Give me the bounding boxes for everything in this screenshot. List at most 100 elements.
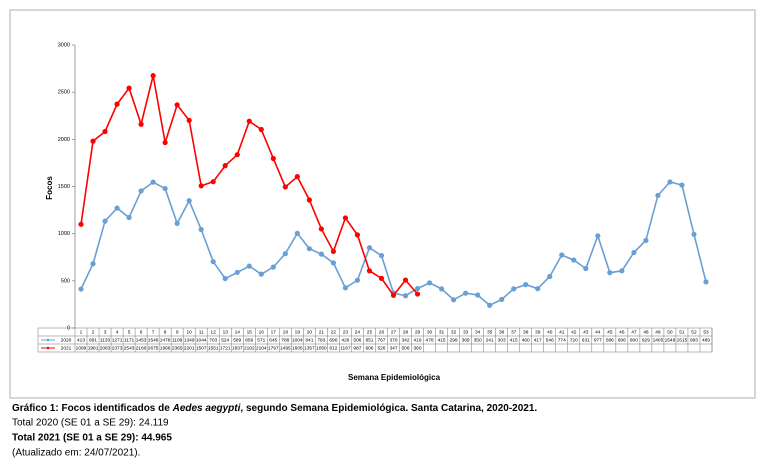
table-value: 1981 <box>88 345 99 351</box>
point <box>559 252 565 258</box>
table-value: 299 <box>450 337 458 343</box>
point <box>246 263 252 269</box>
updated: (Atualizado em: 24/07/2021). <box>12 448 140 459</box>
table-value: 1004 <box>292 337 303 343</box>
table-value: 987 <box>353 345 361 351</box>
table-value: 1721 <box>220 345 231 351</box>
x-tick-label: 26 <box>379 329 385 335</box>
point <box>366 245 373 251</box>
x-tick-label: 6 <box>140 329 143 335</box>
point <box>342 215 349 221</box>
point <box>162 185 168 192</box>
point <box>450 297 457 303</box>
point <box>547 273 553 280</box>
x-tick-label: 31 <box>439 329 445 335</box>
table-value: 606 <box>618 337 626 343</box>
point <box>282 184 288 190</box>
table-value: 703 <box>209 337 217 343</box>
caption-prefix: Gráfico 1: Focos identificados de <box>12 403 173 414</box>
point <box>102 218 108 224</box>
table-value: 1495 <box>280 345 291 351</box>
table-value: 993 <box>690 337 698 343</box>
caption: Gráfico 1: Focos identificados de Aedes … <box>12 403 537 414</box>
point <box>535 286 541 292</box>
legend-marker <box>46 346 50 350</box>
table-value: 720 <box>570 337 578 343</box>
table-value: 851 <box>365 337 373 343</box>
point <box>222 275 228 282</box>
x-tick-label: 37 <box>511 329 517 335</box>
point <box>78 286 84 292</box>
table-value: 1405 <box>653 337 664 343</box>
table-value: 645 <box>269 337 277 343</box>
point <box>294 230 300 236</box>
point <box>378 253 385 259</box>
table-value: 415 <box>438 337 446 343</box>
x-tick-label: 32 <box>451 329 457 335</box>
x-tick-label: 19 <box>295 329 301 335</box>
table-value: 2192 <box>244 345 255 351</box>
x-tick-label: 48 <box>643 329 649 335</box>
table-value: 841 <box>305 337 313 343</box>
point <box>258 271 264 277</box>
x-tick-label: 47 <box>631 329 637 335</box>
x-tick-label: 15 <box>247 329 253 335</box>
point <box>366 268 373 274</box>
x-tick-label: 10 <box>187 329 193 335</box>
x-tick-label: 29 <box>415 329 421 335</box>
table-value: 2083 <box>100 345 111 351</box>
table-value: 1453 <box>136 337 147 343</box>
point <box>198 226 204 233</box>
point <box>174 220 180 226</box>
table-value: 508 <box>402 345 410 351</box>
point <box>475 292 481 298</box>
point <box>234 269 240 276</box>
point <box>294 173 300 180</box>
x-tick-label: 17 <box>271 329 277 335</box>
point <box>390 292 397 298</box>
x-tick-label: 51 <box>679 329 685 335</box>
x-tick-label: 24 <box>355 329 361 335</box>
y-tick-label: 0 <box>67 325 70 331</box>
point <box>318 226 324 232</box>
x-tick-label: 36 <box>499 329 505 335</box>
table-value: 1133 <box>100 337 111 343</box>
legend-label: 2020 <box>61 337 72 343</box>
point <box>643 237 649 243</box>
x-tick-label: 2 <box>92 329 95 335</box>
y-tick-label: 2500 <box>58 90 70 96</box>
table-value: 1837 <box>232 345 243 351</box>
point <box>438 286 445 292</box>
table-value: 350 <box>474 337 482 343</box>
point <box>126 85 132 91</box>
point <box>583 265 589 272</box>
x-tick-label: 11 <box>199 329 204 335</box>
table-value: 681 <box>89 337 97 343</box>
x-tick-label: 38 <box>523 329 529 335</box>
point <box>426 280 433 286</box>
x-tick-label: 39 <box>535 329 541 335</box>
x-tick-label: 8 <box>164 329 167 335</box>
y-tick-label: 1000 <box>58 231 70 237</box>
table-value: 241 <box>486 337 494 343</box>
table-value: 478 <box>426 337 434 343</box>
point <box>114 205 120 211</box>
x-tick-label: 40 <box>547 329 553 335</box>
table-value: 1548 <box>665 337 676 343</box>
point <box>402 277 409 283</box>
point <box>595 233 601 239</box>
table-value: 2543 <box>124 345 135 351</box>
x-tick-label: 41 <box>559 329 565 335</box>
x-tick-label: 5 <box>128 329 131 335</box>
table-value: 586 <box>606 337 614 343</box>
x-tick-label: 16 <box>259 329 265 335</box>
x-tick-label: 14 <box>235 329 241 335</box>
point <box>414 291 421 297</box>
x-tick-label: 34 <box>475 329 481 335</box>
table-value: 347 <box>389 345 397 351</box>
table-value: 606 <box>365 345 373 351</box>
table-value: 1515 <box>677 337 688 343</box>
point <box>667 179 673 185</box>
x-tick-label: 25 <box>367 329 373 335</box>
y-tick-label: 1500 <box>58 184 70 190</box>
